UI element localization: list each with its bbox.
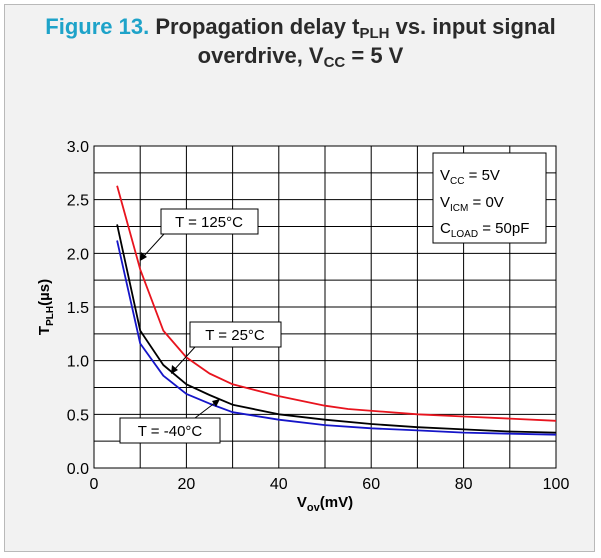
title-sub-1: PLH — [359, 25, 390, 42]
title-text-3: overdrive, V — [197, 43, 324, 68]
x-axis-label: Vov(mV) — [297, 494, 353, 514]
title-text-4: = 5 V — [345, 43, 404, 68]
legend-label-25c: T = 25°C — [205, 327, 265, 344]
y-tick-label: 0.5 — [67, 407, 89, 424]
x-tick-label: 100 — [543, 476, 570, 493]
callout-25c: T = 25°C — [171, 321, 282, 374]
callout-arrow-minus40c — [194, 401, 217, 419]
y-tick-label: 1.0 — [67, 354, 89, 371]
callout-arrowhead-125c — [140, 252, 147, 261]
title-line-2: overdrive, VCC = 5 V — [10, 41, 591, 70]
y-tick-label: 0.0 — [67, 461, 89, 478]
y-tick-label: 2.0 — [67, 246, 89, 263]
callout-minus40c: T = -40°C — [119, 399, 221, 444]
series-line-25c — [116, 224, 557, 434]
x-tick-label: 60 — [362, 476, 380, 493]
condition-cload: CLOAD = 50pF — [440, 220, 529, 240]
y-tick-label: 3.0 — [67, 139, 89, 156]
conditions-box: VCC = 5V VICM = 0V CLOAD = 50pF — [432, 152, 547, 244]
figure-title: Figure 13. Propagation delay tPLH vs. in… — [10, 12, 591, 70]
title-text-1: Propagation delay t — [155, 14, 360, 39]
series-layer — [116, 185, 557, 436]
title-sub-2: CC — [323, 54, 346, 71]
callout-arrow-25c — [173, 346, 196, 371]
condition-vicm: VICM = 0V — [440, 194, 504, 214]
x-tick-label: 40 — [270, 476, 288, 493]
x-tick-label: 80 — [455, 476, 473, 493]
series-line-minus40c — [116, 240, 557, 436]
figure-label: Figure 13. — [45, 14, 150, 39]
y-tick-label: 2.5 — [67, 193, 89, 210]
legend-label-minus40c: T = -40°C — [138, 423, 203, 440]
x-tick-label: 0 — [90, 476, 99, 493]
callout-arrow-125c — [142, 233, 165, 258]
title-line-1: Figure 13. Propagation delay tPLH vs. in… — [10, 12, 591, 41]
series-line-125c — [116, 185, 557, 422]
y-tick-label: 1.5 — [67, 300, 89, 317]
callout-125c: T = 125°C — [140, 208, 259, 261]
legend-label-125c: T = 125°C — [175, 214, 243, 231]
tick-labels: 0 20 40 60 80 100 0.0 0.5 1.0 1.5 2.0 2.5 3.0 — [67, 139, 570, 493]
callout-arrowhead-25c — [171, 365, 178, 374]
y-axis-label: TPLH(µs) — [36, 279, 56, 335]
callout-arrowhead-minus40c — [212, 399, 220, 407]
x-tick-label: 20 — [178, 476, 196, 493]
title-text-2: vs. input signal — [389, 14, 556, 39]
condition-vcc: VCC = 5V — [440, 167, 500, 187]
